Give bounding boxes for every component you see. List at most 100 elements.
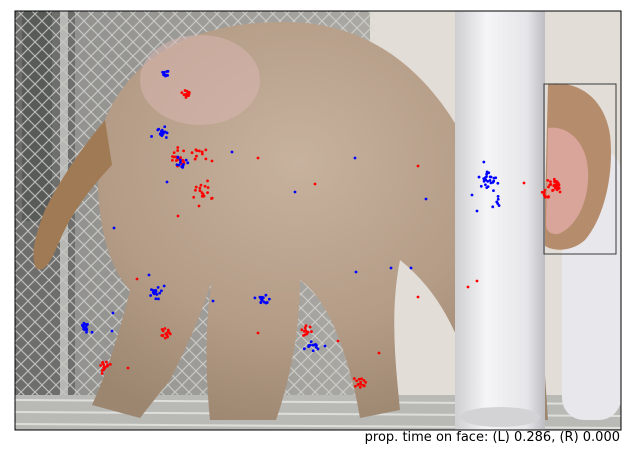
red-gaze-point xyxy=(172,151,176,154)
blue-gaze-point xyxy=(111,311,115,315)
red-gaze-point xyxy=(549,180,552,184)
blue-gaze-point xyxy=(496,197,500,201)
red-gaze-point xyxy=(355,379,358,383)
red-gaze-point xyxy=(353,384,357,388)
blue-gaze-point xyxy=(230,150,234,154)
red-gaze-point xyxy=(543,188,547,192)
face-roi-box xyxy=(543,83,617,255)
red-gaze-point xyxy=(466,285,470,289)
red-gaze-point xyxy=(552,177,556,181)
blue-gaze-point xyxy=(302,347,306,351)
blue-gaze-point xyxy=(175,163,179,167)
red-gaze-point xyxy=(100,372,104,375)
blue-gaze-point xyxy=(488,175,492,179)
red-gaze-point xyxy=(555,186,559,190)
blue-gaze-point xyxy=(181,165,185,169)
red-gaze-point xyxy=(192,195,196,199)
red-gaze-point xyxy=(170,158,174,162)
blue-gaze-point xyxy=(253,296,257,300)
blue-gaze-point xyxy=(154,290,157,294)
red-gaze-point xyxy=(164,332,168,336)
red-gaze-point xyxy=(176,214,180,218)
red-gaze-point xyxy=(163,336,167,340)
red-gaze-point xyxy=(126,366,130,370)
red-gaze-point xyxy=(187,90,191,94)
red-gaze-point xyxy=(108,362,112,366)
red-gaze-point xyxy=(105,364,109,368)
blue-gaze-point xyxy=(497,204,501,207)
red-gaze-point xyxy=(310,330,313,333)
red-gaze-point xyxy=(161,329,165,333)
red-gaze-point xyxy=(300,328,304,332)
red-gaze-point xyxy=(416,164,420,168)
red-gaze-point xyxy=(377,351,381,355)
red-gaze-point xyxy=(135,277,139,281)
red-gaze-point xyxy=(180,91,184,95)
blue-gaze-point xyxy=(157,297,160,301)
red-gaze-point xyxy=(161,333,165,337)
blue-gaze-point xyxy=(81,324,85,328)
red-gaze-point xyxy=(198,186,202,190)
red-gaze-point xyxy=(304,324,308,328)
blue-gaze-point xyxy=(161,70,165,74)
blue-gaze-point xyxy=(424,197,428,201)
blue-gaze-point xyxy=(264,301,268,305)
red-gaze-point xyxy=(547,185,550,189)
blue-gaze-point xyxy=(150,288,153,292)
blue-gaze-point xyxy=(166,74,170,77)
blue-gaze-point xyxy=(261,296,265,300)
red-gaze-point xyxy=(182,93,186,97)
red-gaze-point xyxy=(99,364,103,367)
gaze-points xyxy=(80,69,562,389)
red-gaze-point xyxy=(540,190,544,194)
blue-gaze-point xyxy=(479,184,483,188)
red-gaze-point xyxy=(195,154,198,158)
blue-gaze-point xyxy=(110,329,114,333)
red-gaze-point xyxy=(200,194,204,198)
blue-gaze-point xyxy=(161,131,165,135)
red-gaze-point xyxy=(163,327,167,330)
red-gaze-point xyxy=(551,188,555,192)
red-gaze-point xyxy=(357,377,361,381)
blue-gaze-point xyxy=(312,343,316,347)
blue-gaze-point xyxy=(211,299,215,303)
red-gaze-point xyxy=(101,360,105,364)
red-gaze-point xyxy=(105,360,108,364)
red-gaze-point xyxy=(204,157,208,161)
red-gaze-point xyxy=(100,369,104,372)
blue-gaze-point xyxy=(496,181,500,185)
blue-gaze-point xyxy=(151,291,155,294)
blue-gaze-point xyxy=(495,200,499,204)
red-gaze-point xyxy=(103,366,107,370)
red-gaze-point xyxy=(184,96,188,99)
blue-gaze-point xyxy=(82,321,86,325)
red-gaze-point xyxy=(171,155,174,158)
red-gaze-point xyxy=(306,330,310,334)
red-gaze-point xyxy=(558,190,562,194)
blue-gaze-point xyxy=(489,181,493,185)
red-gaze-point xyxy=(200,150,204,154)
red-gaze-point xyxy=(179,156,183,160)
blue-gaze-point xyxy=(309,340,313,343)
blue-gaze-point xyxy=(264,293,268,297)
blue-gaze-point xyxy=(160,128,164,132)
red-gaze-point xyxy=(206,191,209,194)
blue-gaze-point xyxy=(259,300,263,304)
red-gaze-point xyxy=(308,325,312,329)
blue-gaze-point xyxy=(483,176,487,180)
blue-gaze-point xyxy=(159,133,162,136)
blue-gaze-point xyxy=(486,185,490,189)
blue-gaze-point xyxy=(487,171,491,175)
blue-gaze-point xyxy=(150,135,153,138)
red-gaze-point xyxy=(546,179,550,182)
red-gaze-point xyxy=(352,377,356,380)
blue-gaze-point xyxy=(470,193,474,197)
red-gaze-point xyxy=(194,188,197,192)
blue-gaze-point xyxy=(492,179,496,183)
blue-gaze-point xyxy=(90,330,94,334)
blue-gaze-point xyxy=(259,296,262,300)
blue-gaze-point xyxy=(158,291,162,295)
blue-gaze-point xyxy=(184,158,188,162)
blue-gaze-point xyxy=(496,194,500,198)
red-gaze-point xyxy=(557,186,561,190)
